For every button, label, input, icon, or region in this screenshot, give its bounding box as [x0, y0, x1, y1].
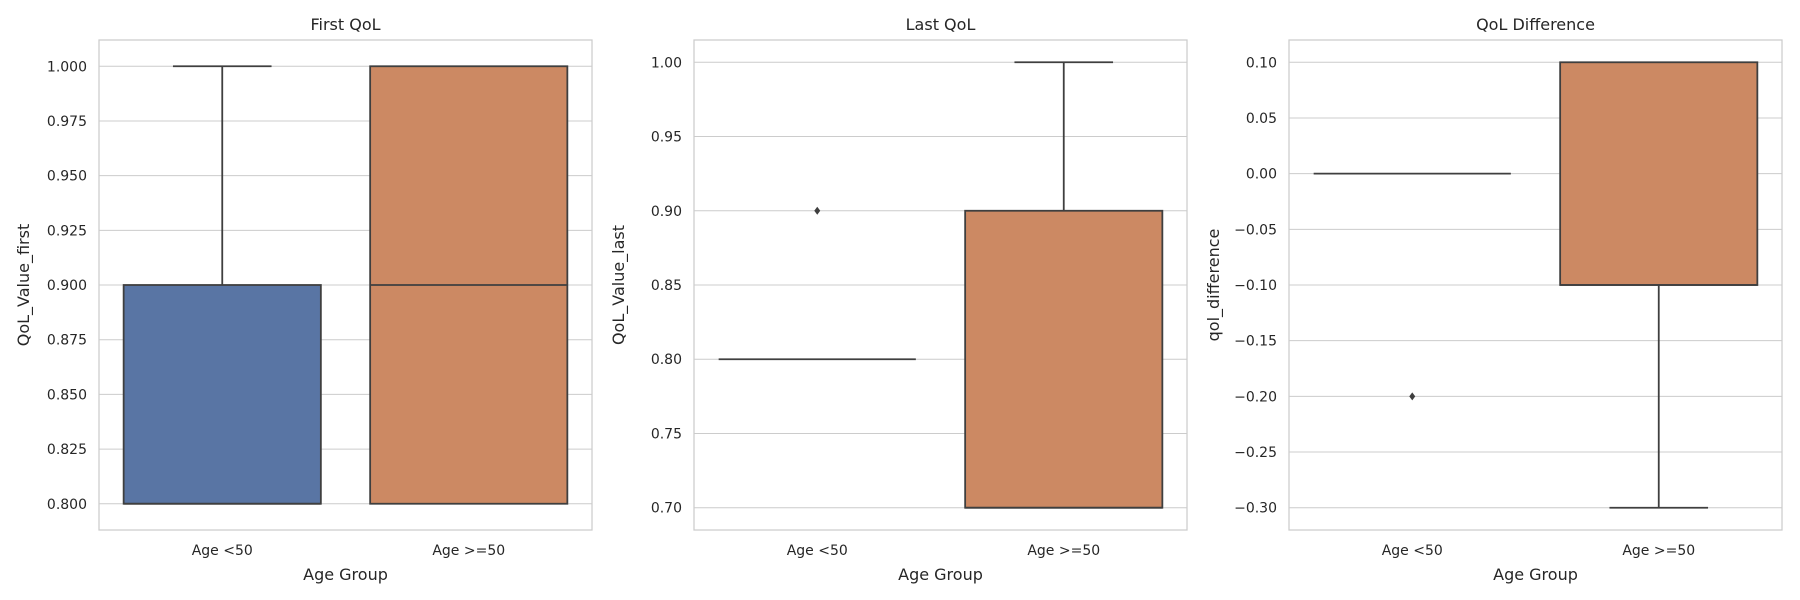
- x-tick-label: Age <50: [1382, 543, 1443, 559]
- chart-first-qol: 0.800 0.825 0.850 0.875 0.900 0.925 0.950 0.975…: [14, 15, 593, 584]
- box-1: [964, 209, 1164, 509]
- chart-title: Last QoL: [906, 15, 976, 34]
- x-axis-label: Age Group: [303, 565, 388, 584]
- x-tick-label: Age >=50: [432, 543, 505, 559]
- chart-qol-difference: −0.30 −0.25 −0.20 −0.15 −0.10 −0.05 0.00 0.05 0.…: [1204, 15, 1783, 584]
- y-tick-label: 0.975: [47, 114, 87, 130]
- y-tick-label: −0.20: [1234, 389, 1277, 405]
- y-tick-label: 0.800: [47, 497, 87, 513]
- y-tick-label: −0.15: [1234, 334, 1277, 350]
- y-tick-label: 0.05: [1246, 111, 1277, 127]
- y-tick-label: 0.825: [47, 442, 87, 458]
- y-tick-label: 0.75: [651, 426, 682, 442]
- y-tick-label: −0.05: [1234, 222, 1277, 238]
- box-1: [1559, 61, 1759, 286]
- y-tick-label: 0.925: [47, 223, 87, 239]
- x-axis-label: Age Group: [898, 565, 983, 584]
- chart-title: First QoL: [310, 15, 380, 34]
- y-axis-label: QoL_Value_last: [609, 225, 629, 345]
- y-tick-label: 0.950: [47, 169, 87, 185]
- x-tick-label: Age <50: [192, 543, 253, 559]
- outlier-point: [1409, 392, 1416, 401]
- box-0: [122, 284, 322, 505]
- chart-title: QoL Difference: [1476, 15, 1595, 34]
- y-axis-label: QoL_Value_first: [14, 224, 34, 347]
- chart-last-qol: 0.70 0.75 0.80 0.85 0.90 0.95 1.00 Age <50 Age >…: [609, 15, 1188, 584]
- x-axis-label: Age Group: [1493, 565, 1578, 584]
- y-axis-label: qol_difference: [1204, 229, 1224, 342]
- y-tick-label: 0.90: [651, 204, 682, 220]
- y-tick-label: 0.10: [1246, 55, 1277, 71]
- outlier-point: [814, 206, 821, 215]
- y-tick-label: 0.70: [651, 501, 682, 517]
- x-tick-label: Age >=50: [1622, 543, 1695, 559]
- y-tick-label: 0.850: [47, 387, 87, 403]
- y-tick-label: 0.875: [47, 333, 87, 349]
- y-tick-label: 1.00: [651, 55, 682, 71]
- y-tick-label: −0.10: [1234, 278, 1277, 294]
- y-tick-label: −0.30: [1234, 501, 1277, 517]
- y-tick-label: 0.85: [651, 278, 682, 294]
- y-tick-label: 0.80: [651, 352, 682, 368]
- x-tick-label: Age <50: [787, 543, 848, 559]
- y-tick-label: 0.00: [1246, 167, 1277, 183]
- y-tick-label: −0.25: [1234, 445, 1277, 461]
- y-tick-label: 1.000: [47, 59, 87, 75]
- x-tick-label: Age >=50: [1027, 543, 1100, 559]
- y-tick-label: 0.900: [47, 278, 87, 294]
- y-tick-label: 0.95: [651, 130, 682, 146]
